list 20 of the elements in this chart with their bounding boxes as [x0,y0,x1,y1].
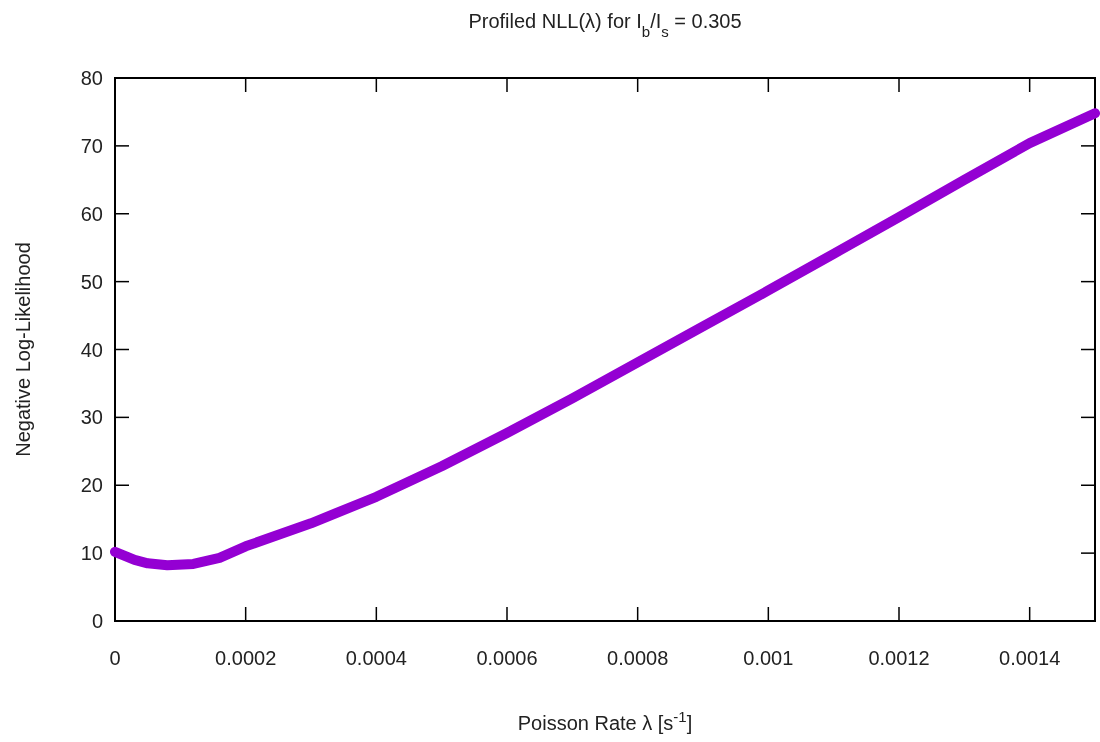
x-tick-label: 0 [109,647,121,669]
y-tick-label: 70 [80,134,103,157]
y-tick-label: 40 [80,338,103,361]
y-tick-label: 50 [80,270,103,293]
y-axis-title: Negative Log-Likelihood [12,242,34,457]
x-tick-label: 0.0002 [215,647,277,669]
x-tick-label: 0.0012 [868,647,930,669]
x-tick-label: 0.0006 [476,647,538,669]
y-tick-label: 30 [80,406,103,429]
x-tick-label: 0.0004 [345,647,407,669]
y-tick-label: 60 [80,202,103,225]
chart-title: Profiled NLL(λ) for I$_{b}$/I$_{s}$ = 0.305 [468,10,742,40]
x-tick-label: 0.0014 [999,647,1061,669]
y-tick-label: 10 [80,542,103,565]
y-tick-label: 0 [91,610,103,632]
y-tick-label: 20 [80,474,103,497]
x-axis-title: Poisson Rate λ [s$^{-1}$] [517,707,693,734]
x-tick-label: 0.0008 [607,647,669,669]
y-tick-label: 80 [80,67,103,89]
x-tick-label: 0.001 [743,647,794,669]
